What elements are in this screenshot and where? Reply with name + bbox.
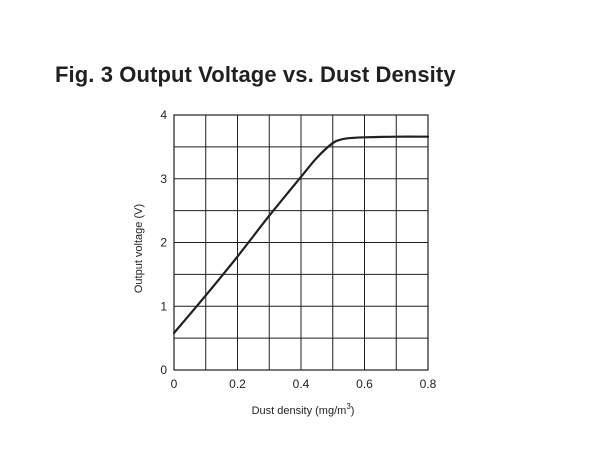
x-axis-label-superscript: 3 bbox=[346, 402, 351, 411]
x-tick-label: 0 bbox=[171, 377, 178, 391]
y-tick-label: 1 bbox=[160, 299, 167, 313]
x-axis-label-end: ) bbox=[351, 405, 355, 417]
y-axis-label: Output voltage (V) bbox=[133, 204, 145, 293]
output-voltage-curve bbox=[172, 135, 430, 335]
x-tick-label: 0.2 bbox=[229, 377, 246, 391]
x-tick-label: 0.4 bbox=[293, 377, 310, 391]
tick-labels: 0 0.2 0.4 0.6 0.8 0 1 2 3 4 bbox=[160, 108, 436, 391]
x-axis-label: Dust density (mg/m3) bbox=[252, 402, 355, 417]
plot-frame bbox=[173, 114, 429, 371]
y-tick-label: 0 bbox=[160, 363, 167, 377]
y-tick-label: 4 bbox=[160, 108, 167, 122]
y-tick-label: 3 bbox=[160, 172, 167, 186]
grid bbox=[174, 115, 428, 370]
figure-title: Fig. 3 Output Voltage vs. Dust Density bbox=[55, 62, 456, 87]
y-tick-label: 2 bbox=[160, 236, 167, 250]
x-tick-label: 0.8 bbox=[420, 377, 437, 391]
x-tick-label: 0.6 bbox=[356, 377, 373, 391]
x-axis-label-main: Dust density (mg/m bbox=[252, 405, 347, 417]
